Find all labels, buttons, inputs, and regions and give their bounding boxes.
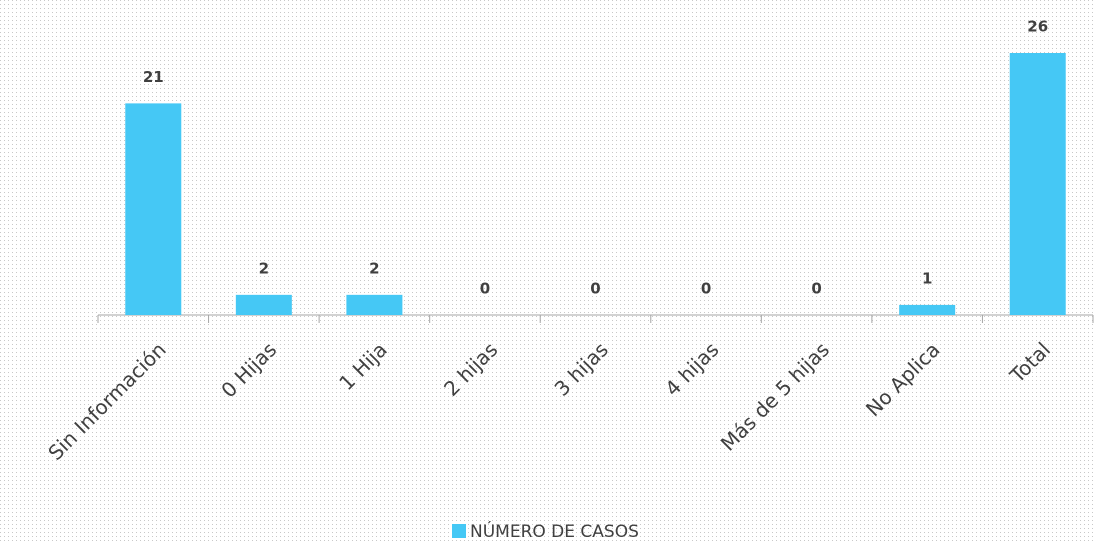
bar	[899, 304, 956, 315]
data-label: 2	[369, 259, 379, 277]
data-label: 0	[590, 280, 600, 298]
data-label: 0	[480, 280, 490, 298]
bar	[346, 294, 403, 315]
data-label: 0	[811, 280, 821, 298]
legend-label: NÚMERO DE CASOS	[470, 520, 639, 541]
bar	[1009, 53, 1066, 315]
legend-swatch	[452, 524, 466, 538]
data-label: 26	[1027, 18, 1048, 36]
bar	[235, 294, 292, 315]
data-label: 21	[143, 68, 164, 86]
bar	[125, 103, 182, 315]
data-label: 2	[259, 259, 269, 277]
data-label: 1	[922, 269, 932, 287]
data-label: 0	[701, 280, 711, 298]
